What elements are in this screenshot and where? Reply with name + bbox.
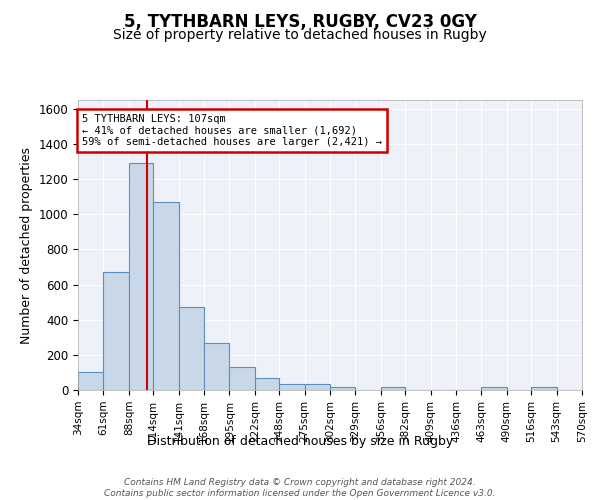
Text: Distribution of detached houses by size in Rugby: Distribution of detached houses by size … — [147, 435, 453, 448]
Text: Contains HM Land Registry data © Crown copyright and database right 2024.
Contai: Contains HM Land Registry data © Crown c… — [104, 478, 496, 498]
Bar — [481, 388, 507, 390]
Bar — [179, 308, 204, 390]
Bar — [103, 272, 129, 390]
Bar — [153, 202, 179, 390]
Bar — [305, 384, 330, 390]
Bar — [531, 388, 557, 390]
Text: 5 TYTHBARN LEYS: 107sqm
← 41% of detached houses are smaller (1,692)
59% of semi: 5 TYTHBARN LEYS: 107sqm ← 41% of detache… — [82, 114, 382, 148]
Bar — [78, 372, 103, 390]
Bar — [279, 384, 305, 390]
Text: Size of property relative to detached houses in Rugby: Size of property relative to detached ho… — [113, 28, 487, 42]
Bar — [229, 367, 255, 390]
Bar — [204, 344, 229, 390]
Bar — [330, 388, 355, 390]
Bar — [255, 378, 279, 390]
Bar — [129, 164, 153, 390]
Bar — [381, 388, 405, 390]
Text: 5, TYTHBARN LEYS, RUGBY, CV23 0GY: 5, TYTHBARN LEYS, RUGBY, CV23 0GY — [124, 12, 476, 30]
Y-axis label: Number of detached properties: Number of detached properties — [20, 146, 33, 344]
